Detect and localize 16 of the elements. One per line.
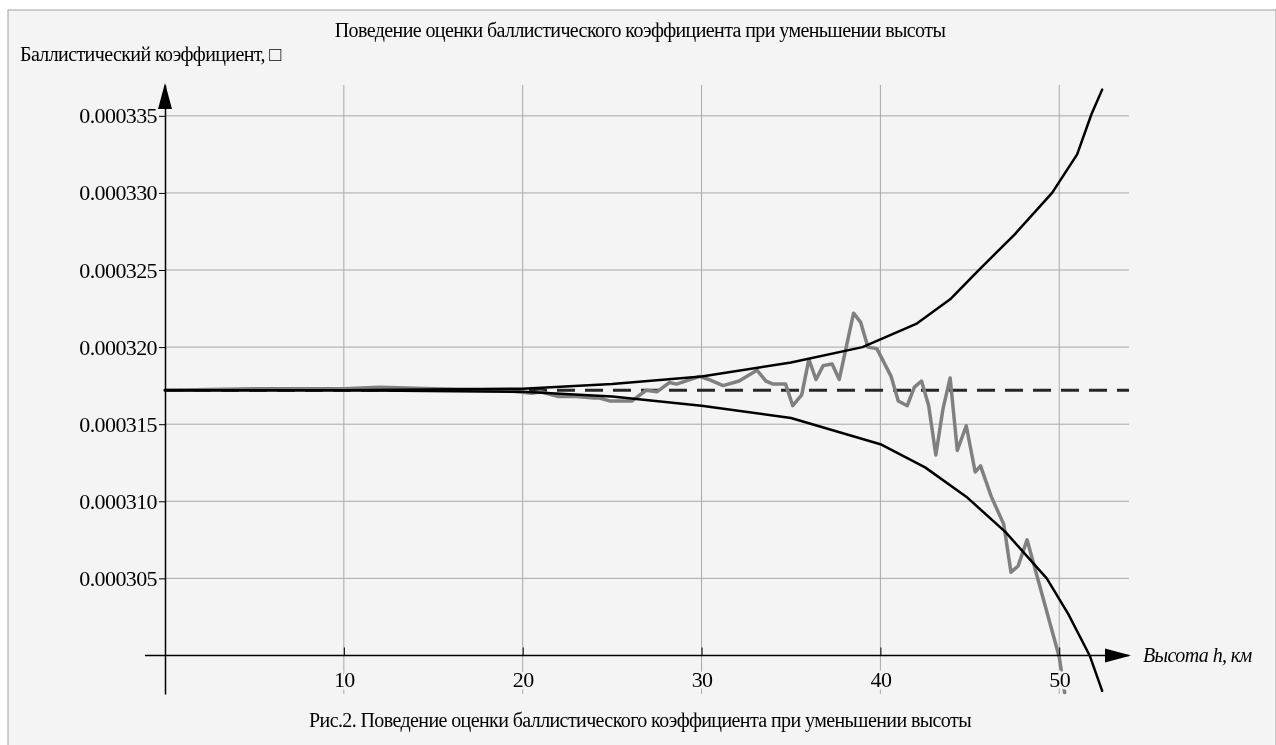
- x-tick-label: 20: [512, 667, 535, 693]
- chart-title: Поведение оценки баллистического коэффициента при уменьшении высоты: [334, 19, 946, 42]
- x-axis-title: Высота h, км: [1143, 644, 1253, 667]
- y-tick-label: 0.000330: [79, 180, 158, 206]
- y-tick-label: 0.000325: [79, 257, 158, 283]
- y-tick-label: 0.000335: [79, 103, 158, 129]
- x-tick-label: 50: [1049, 667, 1071, 693]
- x-tick-label: 40: [870, 667, 892, 693]
- y-tick-label: 0.000305: [79, 565, 158, 591]
- y-tick-label: 0.000310: [79, 488, 158, 514]
- y-tick-label: 0.000320: [79, 334, 158, 360]
- y-tick-label: 0.000315: [79, 411, 158, 437]
- x-tick-label: 10: [333, 667, 356, 693]
- x-tick-label: 30: [691, 667, 714, 693]
- y-axis-title: Баллистический коэффициент, □: [20, 43, 282, 66]
- text: Рис.2. Поведение оценки баллистического коэффициента при уменьшении высоты: [309, 709, 972, 732]
